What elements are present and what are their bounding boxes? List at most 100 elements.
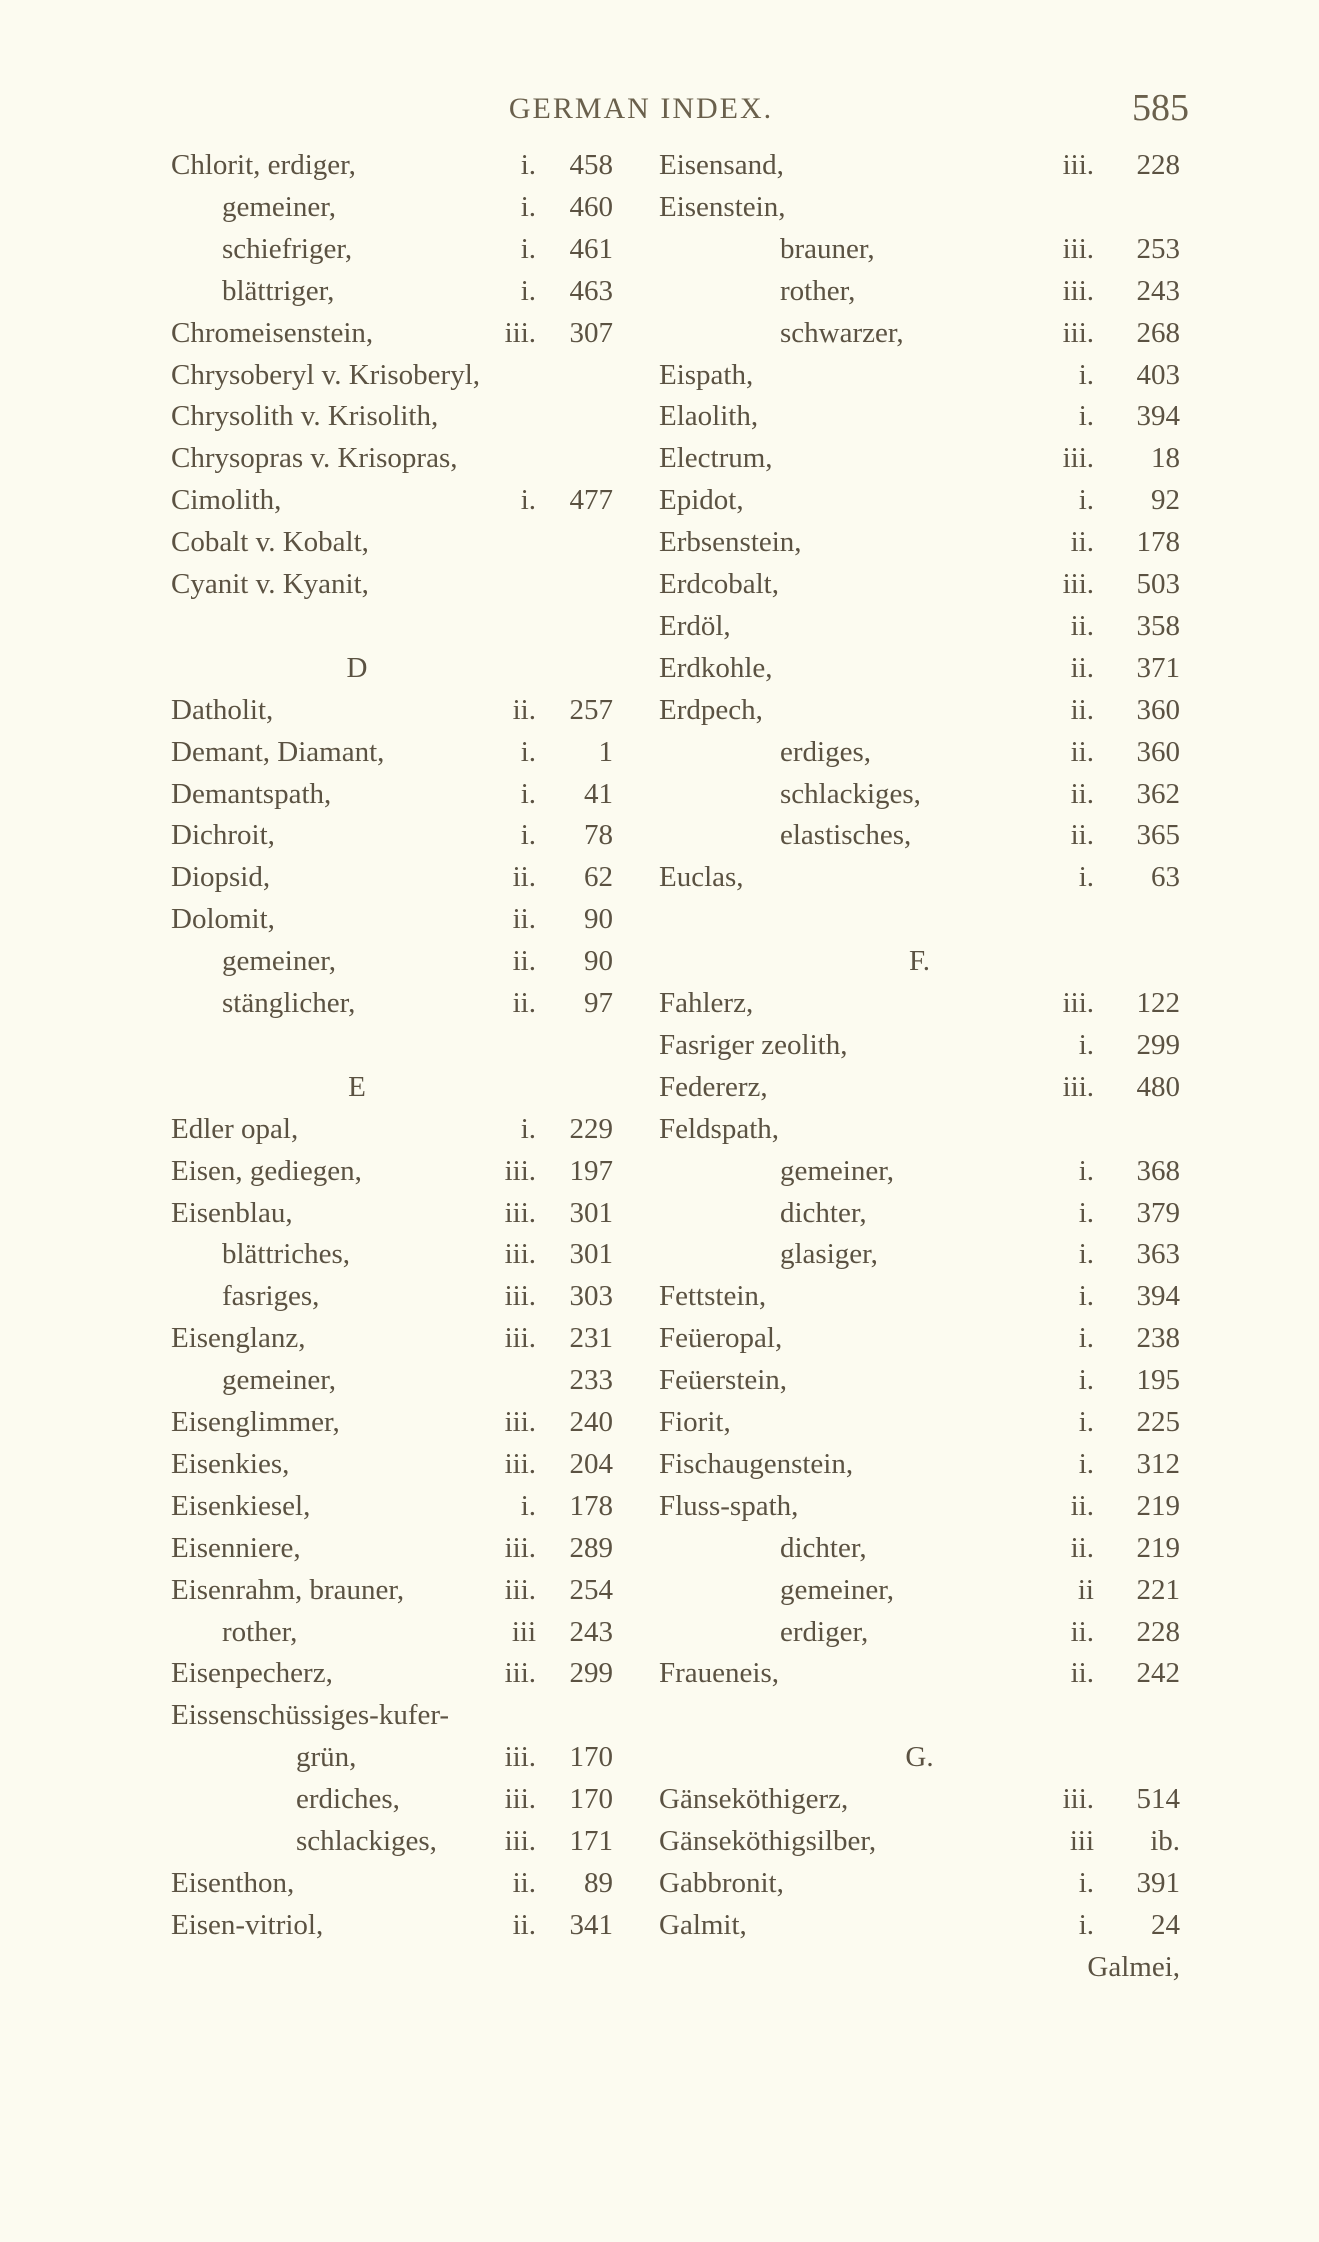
index-row: Diopsid, ii. 62 Euclas, i. 63 (0, 856, 1319, 898)
entry-name: Euclas, (659, 861, 744, 894)
index-row: fasriges, iii. 303 Fettstein, i. 394 (0, 1275, 1319, 1317)
page-reference: 178 (569, 1489, 614, 1522)
page-reference: 221 (1136, 1573, 1181, 1606)
entry-name: Chrysolith v. Krisolith, (171, 400, 439, 433)
volume-number: i. (1078, 861, 1094, 894)
volume-number: iii. (1062, 274, 1094, 307)
section-heading: G. (905, 1741, 934, 1774)
volume-number: iii (511, 1615, 536, 1648)
volume-number: i. (1078, 400, 1094, 433)
entry-name: blättriches, (222, 1238, 351, 1271)
entry-name: rother, (780, 274, 856, 307)
entry-name: rother, (222, 1615, 298, 1648)
entry-name: Electrum, (659, 442, 773, 475)
volume-number: ii. (1070, 651, 1094, 684)
page-reference: 362 (1136, 777, 1181, 810)
entry-name: Fasriger zeolith, (659, 1028, 848, 1061)
index-row: gemeiner, i. 460 Eisenstein, (0, 186, 1319, 228)
volume-number: i. (1078, 358, 1094, 391)
index-row: blättriches, iii. 301 glasiger, i. 363 (0, 1233, 1319, 1275)
volume-number: i. (520, 484, 536, 517)
volume-number: iii. (1062, 568, 1094, 600)
volume-number: ii. (512, 861, 536, 894)
index-row: Eisenthon, ii. 89 Gabbronit, i. 391 (0, 1862, 1319, 1904)
volume-number: ii (1077, 1573, 1094, 1606)
page-reference: 92 (1151, 484, 1180, 517)
index-row: gemeiner, 233 Feüerstein, i. 195 (0, 1359, 1319, 1401)
entry-name: Diopsid, (171, 861, 271, 894)
entry-name: Eisenblau, (171, 1196, 293, 1229)
entry-name: Epidot, (659, 484, 744, 517)
page-number: 585 (1132, 87, 1189, 129)
entry-name: Dolomit, (171, 903, 275, 936)
index-row: Erdöl, ii. 358 (0, 605, 1319, 647)
page-reference: 477 (569, 484, 614, 517)
page-reference: 307 (569, 316, 614, 349)
page-reference: 289 (569, 1531, 614, 1564)
index-row: Demant, Diamant, i. 1 erdiges, ii. 360 (0, 731, 1319, 773)
volume-number: ii. (1070, 1657, 1094, 1690)
page-reference: 341 (569, 1908, 614, 1941)
entry-name: Feldspath, (659, 1112, 780, 1145)
page-reference: 122 (1136, 987, 1181, 1019)
index-row: stänglicher, ii. 97 Fahlerz, iii. 122 (0, 982, 1319, 1024)
index-row: Chrysoberyl v. Krisoberyl, Eispath, i. 403 (0, 354, 1319, 396)
index-row: Eisenrahm, brauner, iii. 254 gemeiner, ii 221 (0, 1569, 1319, 1611)
page-reference: 197 (569, 1154, 614, 1187)
index-row: Eisenpecherz, iii. 299 Fraueneis, ii. 242 (0, 1652, 1319, 1694)
page-reference: 41 (584, 777, 613, 810)
volume-number: iii. (504, 316, 536, 349)
volume-number: i. (1078, 484, 1094, 517)
entry-name: Eisenniere, (171, 1531, 301, 1564)
entry-name: grün, (296, 1741, 357, 1774)
volume-number: ii. (512, 693, 536, 726)
volume-number: i. (1078, 1238, 1094, 1271)
index-row: Eissenschüssiges-kufer- (0, 1694, 1319, 1736)
page-reference: 463 (569, 274, 614, 307)
entry-name: schwarzer, (780, 316, 904, 349)
entry-name: Eisenglimmer, (171, 1406, 340, 1438)
entry-name: blättriger, (222, 274, 335, 307)
volume-number: ii. (1070, 1531, 1094, 1564)
index-row: E Federerz, iii. 480 (0, 1066, 1319, 1108)
entry-name: Demantspath, (171, 777, 332, 810)
page-reference: 225 (1136, 1406, 1181, 1438)
page-reference: 391 (1136, 1866, 1181, 1899)
entry-name: Eisenkies, (171, 1447, 290, 1480)
page-reference: 480 (1136, 1070, 1181, 1103)
index-row: Datholit, ii. 257 Erdpech, ii. 360 (0, 689, 1319, 731)
section-heading: F. (908, 945, 931, 978)
index-row: erdiches, iii. 170 Gänseköthigerz, iii. 514 (0, 1778, 1319, 1820)
page-reference: 299 (1136, 1028, 1181, 1061)
entry-name: Demant, Diamant, (171, 735, 385, 768)
page-reference: 394 (1136, 1280, 1181, 1313)
index-row: blättriger, i. 463 rother, iii. 243 (0, 270, 1319, 312)
page-reference: 238 (1136, 1322, 1181, 1355)
index-row: gemeiner, ii. 90 F. (0, 940, 1319, 982)
volume-number: iii. (504, 1447, 536, 1480)
page-reference: 360 (1136, 693, 1181, 726)
entry-name: schlackiges, (780, 777, 921, 810)
index-row: Fasriger zeolith, i. 299 (0, 1024, 1319, 1066)
index-row: Galmei, (0, 1946, 1319, 1988)
entry-name: Datholit, (171, 693, 274, 726)
index-row: Eisenglimmer, iii. 240 Fiorit, i. 225 (0, 1401, 1319, 1443)
entry-name: gemeiner, (222, 945, 336, 978)
entry-name: Fluss-spath, (659, 1489, 799, 1522)
volume-number: iii. (1062, 1070, 1094, 1103)
entry-name: erdiges, (780, 735, 871, 768)
entry-name: Eisensand, (659, 149, 784, 181)
page-reference: 301 (569, 1196, 614, 1229)
page-reference: 394 (1136, 400, 1181, 433)
entry-name: Fraueneis, (659, 1657, 779, 1690)
volume-number: i. (520, 777, 536, 810)
page-reference: 243 (1136, 274, 1181, 307)
index-row: Chrysopras v. Krisopras, Electrum, iii. 18 (0, 437, 1319, 479)
entry-name: Gänseköthigerz, (659, 1783, 849, 1816)
volume-number: iii. (504, 1573, 536, 1606)
volume-number: ii. (1070, 777, 1094, 810)
page-reference: 90 (584, 945, 613, 978)
volume-number: i. (1078, 1406, 1094, 1438)
volume-number: iii. (504, 1154, 536, 1187)
entry-name: Erdöl, (659, 609, 731, 642)
